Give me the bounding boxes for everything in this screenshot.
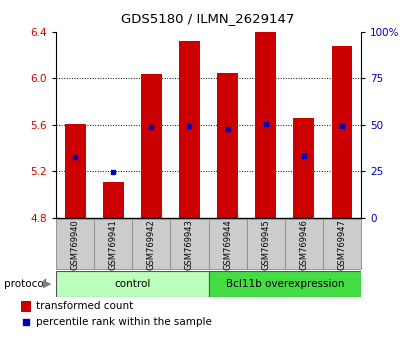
Text: GSM769942: GSM769942 — [147, 219, 156, 270]
Bar — [179, 41, 200, 218]
Text: GSM769944: GSM769944 — [223, 219, 232, 270]
Bar — [217, 73, 238, 218]
Bar — [94, 219, 132, 269]
Text: GSM769943: GSM769943 — [185, 219, 194, 270]
Text: protocol: protocol — [4, 279, 47, 289]
Bar — [171, 219, 209, 269]
Bar — [56, 271, 209, 297]
Bar — [293, 118, 314, 218]
Bar — [132, 219, 171, 269]
Bar — [247, 219, 285, 269]
Text: GSM769940: GSM769940 — [71, 219, 80, 270]
Bar — [332, 46, 352, 218]
Text: ▶: ▶ — [44, 279, 52, 289]
Bar — [21, 301, 31, 312]
Text: control: control — [114, 279, 151, 289]
Text: percentile rank within the sample: percentile rank within the sample — [37, 317, 212, 327]
Text: GSM769946: GSM769946 — [299, 219, 308, 270]
Bar — [141, 74, 162, 218]
Bar — [323, 219, 361, 269]
Bar — [209, 271, 361, 297]
Bar — [65, 124, 85, 218]
Text: transformed count: transformed count — [37, 302, 134, 312]
Text: GSM769945: GSM769945 — [261, 219, 270, 270]
Text: GSM769941: GSM769941 — [109, 219, 118, 270]
Bar — [103, 182, 124, 218]
Bar — [56, 219, 94, 269]
Bar — [209, 219, 247, 269]
Bar — [255, 32, 276, 218]
Bar — [285, 219, 323, 269]
Text: GSM769947: GSM769947 — [337, 219, 347, 270]
Text: GDS5180 / ILMN_2629147: GDS5180 / ILMN_2629147 — [121, 12, 294, 25]
Text: Bcl11b overexpression: Bcl11b overexpression — [225, 279, 344, 289]
